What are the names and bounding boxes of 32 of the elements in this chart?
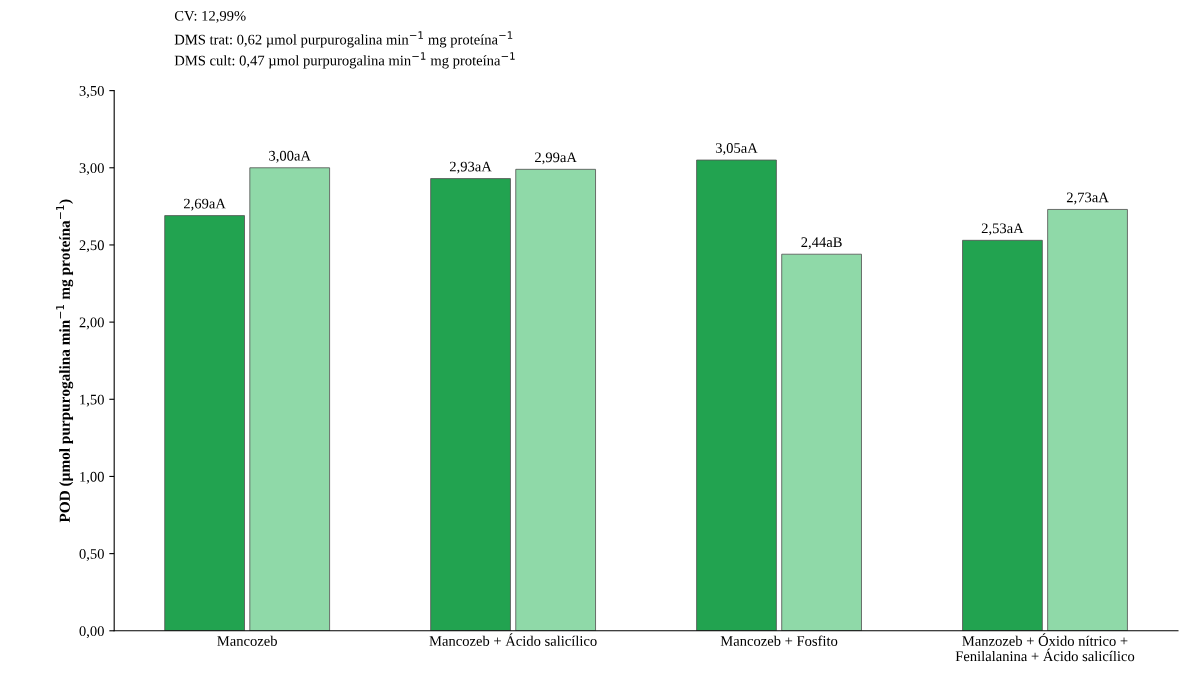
y-tick-label: 0,00: [79, 626, 104, 639]
x-tick-label: Mancozeb: [217, 635, 277, 646]
data-label: 3,05aA: [715, 143, 758, 156]
bar: [430, 178, 511, 631]
x-tick-label: Mancozeb + Fosfito: [720, 635, 838, 646]
y-tick-label: 2,50: [79, 240, 104, 253]
data-label: 2,69aA: [183, 198, 226, 211]
text: DMS cult: 0,47 µmol purpurogalina min$^{−1}$ mg proteína$^{−1}$: [174, 52, 515, 69]
x-tick-label: Manzozeb + Óxido nítrico + Fenilalanina + Ácido salicílico: [955, 633, 1135, 662]
data-label: 2,73aA: [1066, 192, 1109, 205]
data-label: 3,00aA: [269, 150, 311, 163]
bar: [515, 168, 596, 631]
text: DMS trat: 0,62 µmol purpurogalina min$^{−1}$ mg proteína$^{−1}$: [174, 31, 513, 48]
bar: [781, 253, 862, 631]
y-tick-label: 1,00: [80, 471, 104, 484]
y-tick-label: 0,50: [79, 548, 104, 561]
x-tick-label: Mancozeb + Ácido salicílico: [429, 633, 597, 646]
y-tick-label: 2,00: [79, 317, 104, 330]
y-tick-label: 3,50: [79, 85, 104, 98]
text: CV: 12,99%: [174, 10, 246, 23]
y-tick-label: 1,50: [80, 394, 104, 407]
y-axis-title: POD (µmol purpurogalina min$^{−1}$ mg proteína$^{−1}$): [56, 199, 74, 523]
data-label: 2,99aA: [535, 152, 577, 165]
bar: [962, 239, 1043, 631]
y-tick-label: 3,00: [79, 163, 104, 176]
bar: [696, 159, 777, 631]
data-label: 2,93aA: [449, 161, 492, 174]
bar: [249, 167, 331, 631]
data-label: 2,44aB: [801, 237, 842, 250]
data-label: 2,53aA: [981, 223, 1024, 236]
bar: [164, 215, 245, 631]
bar: [1047, 209, 1128, 631]
